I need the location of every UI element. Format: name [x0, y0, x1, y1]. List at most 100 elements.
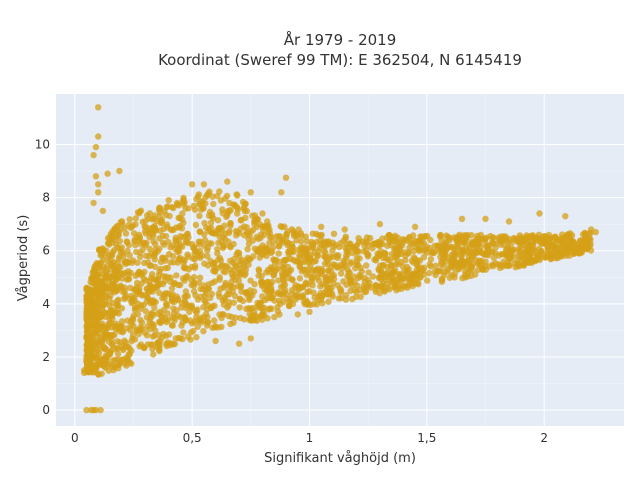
data-point	[379, 270, 386, 278]
data-point	[131, 294, 138, 301]
data-point	[114, 303, 121, 310]
data-point	[115, 231, 122, 239]
data-point	[125, 276, 132, 283]
data-point	[112, 356, 119, 363]
data-point	[234, 249, 241, 256]
data-point	[107, 332, 115, 339]
data-point	[344, 248, 351, 255]
data-point	[304, 299, 311, 307]
data-point	[318, 271, 325, 278]
data-point	[279, 272, 286, 279]
data-point	[227, 222, 234, 229]
data-point	[103, 352, 110, 359]
data-point	[200, 181, 208, 188]
data-point	[460, 248, 468, 256]
data-point	[472, 247, 479, 254]
data-point	[275, 243, 283, 250]
grid-lines	[56, 94, 624, 426]
data-point	[437, 231, 444, 239]
data-point	[265, 290, 272, 298]
data-point	[264, 245, 271, 253]
data-point	[341, 226, 348, 233]
data-point	[582, 230, 589, 237]
data-point	[232, 232, 240, 239]
data-point	[315, 293, 322, 300]
data-point	[296, 254, 303, 261]
data-point	[388, 270, 395, 277]
data-point	[451, 270, 458, 277]
data-point	[259, 223, 266, 230]
data-point	[106, 314, 113, 322]
data-point	[226, 199, 233, 207]
y-tick-labels: 0 2 4 6 8 10	[35, 137, 50, 417]
data-point	[260, 304, 268, 311]
data-point	[124, 317, 131, 324]
data-point	[164, 224, 171, 231]
data-point	[479, 266, 487, 273]
data-point	[132, 272, 139, 279]
data-point	[256, 245, 263, 252]
data-point	[144, 259, 152, 266]
data-point	[85, 316, 93, 323]
data-point	[534, 234, 541, 241]
data-point	[173, 199, 181, 207]
data-point	[418, 266, 425, 273]
data-point	[302, 279, 310, 286]
data-point	[97, 259, 105, 266]
data-point	[369, 273, 377, 280]
data-point	[115, 285, 122, 292]
data-point	[86, 287, 94, 295]
data-point	[212, 324, 219, 331]
data-point	[204, 253, 211, 260]
data-point	[150, 215, 158, 222]
data-point	[400, 282, 407, 289]
data-point	[393, 254, 400, 262]
data-point	[583, 243, 591, 250]
data-point	[424, 232, 431, 240]
data-point	[274, 303, 281, 311]
data-point	[544, 250, 551, 257]
data-point	[243, 289, 250, 296]
data-point	[238, 216, 245, 223]
y-tick-label: 8	[42, 191, 50, 205]
data-point	[202, 286, 209, 294]
data-point	[330, 230, 338, 237]
data-point	[564, 231, 572, 238]
data-point	[280, 298, 287, 306]
data-point	[182, 205, 189, 212]
data-point	[116, 237, 124, 245]
data-point	[241, 232, 248, 239]
data-point	[180, 264, 187, 271]
data-point	[185, 266, 192, 273]
data-point	[109, 277, 117, 284]
data-point	[482, 215, 489, 222]
data-point	[201, 260, 208, 267]
data-point	[142, 230, 149, 237]
data-point	[136, 210, 143, 217]
data-point	[282, 174, 290, 181]
x-tick-labels: 0 0,5 1 1,5 2	[71, 431, 548, 445]
data-point	[87, 299, 94, 306]
data-point	[257, 299, 264, 306]
data-point	[325, 298, 332, 305]
data-point	[165, 331, 173, 338]
data-point	[181, 199, 188, 206]
data-point	[133, 283, 141, 291]
data-point	[352, 293, 360, 300]
data-point	[524, 247, 531, 255]
data-point	[306, 308, 313, 315]
data-point	[337, 294, 345, 302]
data-point	[140, 275, 148, 282]
data-point	[236, 304, 243, 311]
data-point	[247, 335, 254, 342]
data-point	[138, 302, 145, 309]
data-point	[151, 256, 158, 263]
data-point	[342, 233, 349, 240]
data-point	[569, 239, 576, 246]
data-point	[584, 236, 591, 243]
data-point	[162, 265, 169, 272]
data-point	[404, 237, 411, 245]
data-point	[365, 269, 372, 276]
data-point	[155, 289, 163, 296]
data-point	[384, 284, 391, 291]
